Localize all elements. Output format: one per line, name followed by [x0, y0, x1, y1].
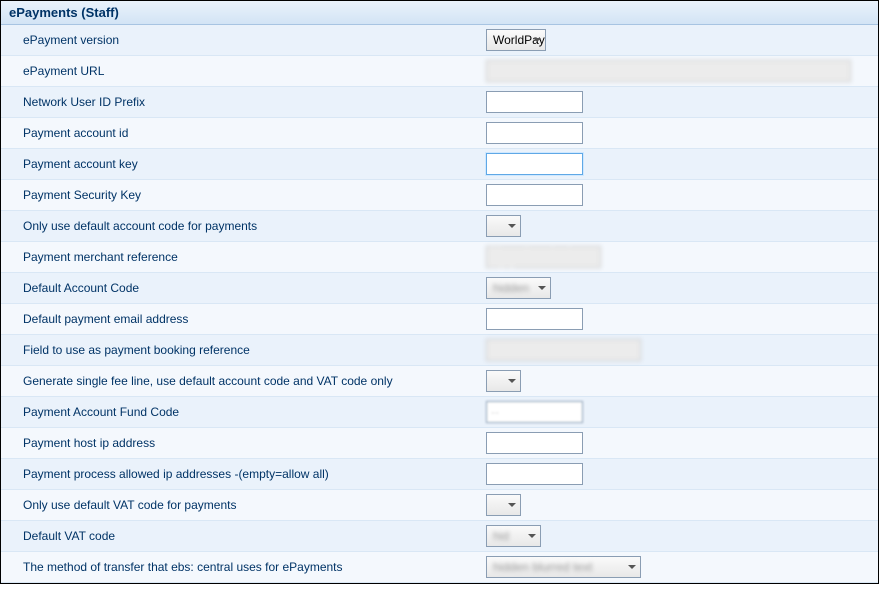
row-account-key: Payment account key	[1, 149, 878, 180]
readonly-booking-reference-field: blurred value here	[486, 339, 641, 361]
row-allowed-ips: Payment process allowed ip addresses -(e…	[1, 459, 878, 490]
row-default-account-code: Default Account Code hidden	[1, 273, 878, 304]
chevron-down-icon	[508, 224, 516, 228]
label-host-ip: Payment host ip address	[1, 436, 486, 450]
row-fund-code: Payment Account Fund Code	[1, 397, 878, 428]
chevron-down-icon	[508, 379, 516, 383]
chevron-down-icon	[508, 503, 516, 507]
row-epayment-url: ePayment URL https blurred content place…	[1, 56, 878, 87]
row-default-vat: Default VAT code hid	[1, 521, 878, 552]
select-default-vat[interactable]: hid	[486, 525, 541, 547]
row-user-id-prefix: Network User ID Prefix	[1, 87, 878, 118]
label-user-id-prefix: Network User ID Prefix	[1, 95, 486, 109]
row-single-fee-line: Generate single fee line, use default ac…	[1, 366, 878, 397]
select-epayment-version[interactable]: WorldPay	[486, 29, 546, 51]
select-default-account-code[interactable]: hidden	[486, 277, 551, 299]
chevron-down-icon	[528, 534, 536, 538]
input-security-key[interactable]	[486, 184, 583, 206]
label-fund-code: Payment Account Fund Code	[1, 405, 486, 419]
label-account-key: Payment account key	[1, 157, 486, 171]
input-host-ip[interactable]	[486, 432, 583, 454]
label-epayment-version: ePayment version	[1, 33, 486, 47]
panel-title: ePayments (Staff)	[1, 1, 878, 25]
label-merchant-reference: Payment merchant reference	[1, 250, 486, 264]
label-single-fee-line: Generate single fee line, use default ac…	[1, 374, 486, 388]
row-only-default-account: Only use default account code for paymen…	[1, 211, 878, 242]
row-account-id: Payment account id	[1, 118, 878, 149]
settings-rows: ePayment version WorldPay ePayment URL h…	[1, 25, 878, 583]
select-only-default-vat[interactable]	[486, 494, 521, 516]
input-fund-code[interactable]	[486, 401, 583, 423]
select-single-fee-line[interactable]	[486, 370, 521, 392]
row-default-email: Default payment email address	[1, 304, 878, 335]
input-account-key[interactable]	[486, 153, 583, 175]
input-allowed-ips[interactable]	[486, 463, 583, 485]
chevron-down-icon	[628, 565, 636, 569]
label-epayment-url: ePayment URL	[1, 64, 486, 78]
label-allowed-ips: Payment process allowed ip addresses -(e…	[1, 467, 486, 481]
readonly-merchant-reference: blurred content here	[486, 246, 601, 268]
select-only-default-account[interactable]	[486, 215, 521, 237]
row-transfer-method: The method of transfer that ebs: central…	[1, 552, 878, 583]
readonly-epayment-url: https blurred content placeholder text h…	[486, 60, 851, 82]
row-security-key: Payment Security Key	[1, 180, 878, 211]
row-host-ip: Payment host ip address	[1, 428, 878, 459]
row-booking-reference-field: Field to use as payment booking referenc…	[1, 335, 878, 366]
input-user-id-prefix[interactable]	[486, 91, 583, 113]
label-default-vat: Default VAT code	[1, 529, 486, 543]
label-transfer-method: The method of transfer that ebs: central…	[1, 560, 486, 574]
chevron-down-icon	[538, 286, 546, 290]
row-epayment-version: ePayment version WorldPay	[1, 25, 878, 56]
label-account-id: Payment account id	[1, 126, 486, 140]
row-merchant-reference: Payment merchant reference blurred conte…	[1, 242, 878, 273]
label-booking-reference-field: Field to use as payment booking referenc…	[1, 343, 486, 357]
label-security-key: Payment Security Key	[1, 188, 486, 202]
input-default-email[interactable]	[486, 308, 583, 330]
label-default-email: Default payment email address	[1, 312, 486, 326]
label-only-default-vat: Only use default VAT code for payments	[1, 498, 486, 512]
select-transfer-method[interactable]: hidden blurred text	[486, 556, 641, 578]
label-only-default-account: Only use default account code for paymen…	[1, 219, 486, 233]
epayments-panel: ePayments (Staff) ePayment version World…	[0, 0, 879, 584]
input-account-id[interactable]	[486, 122, 583, 144]
label-default-account-code: Default Account Code	[1, 281, 486, 295]
row-only-default-vat: Only use default VAT code for payments	[1, 490, 878, 521]
chevron-down-icon	[533, 38, 541, 42]
